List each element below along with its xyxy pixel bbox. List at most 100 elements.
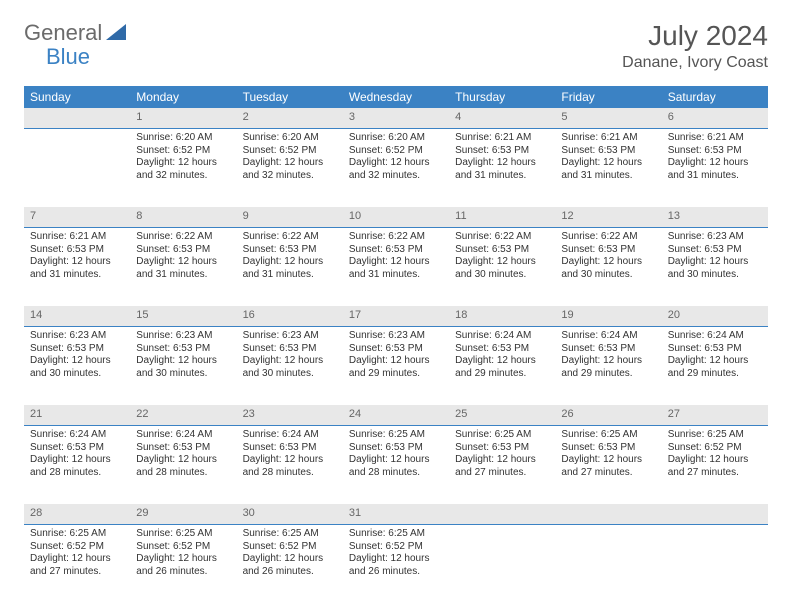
day-cell: Sunrise: 6:22 AMSunset: 6:53 PMDaylight:… [343, 228, 449, 306]
sunset-text: Sunset: 6:53 PM [243, 244, 337, 257]
sunrise-text: Sunrise: 6:24 AM [30, 429, 124, 442]
daylight-text: Daylight: 12 hours and 30 minutes. [136, 355, 230, 380]
day-cell [24, 129, 130, 207]
sunset-text: Sunset: 6:53 PM [561, 244, 655, 257]
day-cell: Sunrise: 6:23 AMSunset: 6:53 PMDaylight:… [343, 327, 449, 405]
daylight-text: Daylight: 12 hours and 31 minutes. [243, 256, 337, 281]
day-cell: Sunrise: 6:20 AMSunset: 6:52 PMDaylight:… [237, 129, 343, 207]
day-number [662, 504, 768, 524]
daylight-text: Daylight: 12 hours and 26 minutes. [349, 553, 443, 578]
sunrise-text: Sunrise: 6:21 AM [561, 132, 655, 145]
sunset-text: Sunset: 6:53 PM [136, 244, 230, 257]
logo-text-blue: Blue [46, 44, 90, 70]
daylight-text: Daylight: 12 hours and 26 minutes. [243, 553, 337, 578]
daylight-text: Daylight: 12 hours and 31 minutes. [561, 157, 655, 182]
day-cell: Sunrise: 6:23 AMSunset: 6:53 PMDaylight:… [130, 327, 236, 405]
daylight-text: Daylight: 12 hours and 30 minutes. [243, 355, 337, 380]
sunrise-text: Sunrise: 6:21 AM [30, 231, 124, 244]
day-info-row: Sunrise: 6:21 AMSunset: 6:53 PMDaylight:… [24, 228, 768, 306]
sunrise-text: Sunrise: 6:24 AM [243, 429, 337, 442]
day-cell: Sunrise: 6:24 AMSunset: 6:53 PMDaylight:… [237, 426, 343, 504]
day-cell: Sunrise: 6:22 AMSunset: 6:53 PMDaylight:… [449, 228, 555, 306]
sunset-text: Sunset: 6:53 PM [455, 343, 549, 356]
sunrise-text: Sunrise: 6:23 AM [349, 330, 443, 343]
daylight-text: Daylight: 12 hours and 26 minutes. [136, 553, 230, 578]
sunrise-text: Sunrise: 6:22 AM [243, 231, 337, 244]
day-cell: Sunrise: 6:21 AMSunset: 6:53 PMDaylight:… [555, 129, 661, 207]
sunset-text: Sunset: 6:53 PM [561, 442, 655, 455]
day-cell [449, 525, 555, 603]
sunrise-text: Sunrise: 6:23 AM [668, 231, 762, 244]
day-info-row: Sunrise: 6:25 AMSunset: 6:52 PMDaylight:… [24, 525, 768, 603]
day-number: 16 [237, 306, 343, 326]
day-number [24, 108, 130, 128]
sunrise-text: Sunrise: 6:25 AM [561, 429, 655, 442]
day-cell: Sunrise: 6:22 AMSunset: 6:53 PMDaylight:… [237, 228, 343, 306]
sunrise-text: Sunrise: 6:23 AM [243, 330, 337, 343]
title-block: July 2024 Danane, Ivory Coast [622, 20, 768, 72]
day-cell: Sunrise: 6:25 AMSunset: 6:53 PMDaylight:… [555, 426, 661, 504]
day-number: 25 [449, 405, 555, 425]
sunset-text: Sunset: 6:53 PM [668, 343, 762, 356]
day-cell: Sunrise: 6:25 AMSunset: 6:52 PMDaylight:… [662, 426, 768, 504]
daylight-text: Daylight: 12 hours and 31 minutes. [30, 256, 124, 281]
day-cell: Sunrise: 6:25 AMSunset: 6:52 PMDaylight:… [237, 525, 343, 603]
sunrise-text: Sunrise: 6:22 AM [349, 231, 443, 244]
sunset-text: Sunset: 6:53 PM [136, 442, 230, 455]
sunrise-text: Sunrise: 6:25 AM [455, 429, 549, 442]
day-info-row: Sunrise: 6:20 AMSunset: 6:52 PMDaylight:… [24, 129, 768, 207]
location: Danane, Ivory Coast [622, 54, 768, 72]
daylight-text: Daylight: 12 hours and 31 minutes. [349, 256, 443, 281]
day-number: 11 [449, 207, 555, 227]
sunset-text: Sunset: 6:52 PM [243, 145, 337, 158]
sunset-text: Sunset: 6:52 PM [243, 541, 337, 554]
sunset-text: Sunset: 6:53 PM [243, 343, 337, 356]
daylight-text: Daylight: 12 hours and 31 minutes. [136, 256, 230, 281]
sunrise-text: Sunrise: 6:22 AM [561, 231, 655, 244]
weekday-header: Monday [130, 86, 236, 108]
sunset-text: Sunset: 6:52 PM [136, 145, 230, 158]
header: General Blue July 2024 Danane, Ivory Coa… [0, 0, 792, 80]
day-info-row: Sunrise: 6:24 AMSunset: 6:53 PMDaylight:… [24, 426, 768, 504]
day-info-row: Sunrise: 6:23 AMSunset: 6:53 PMDaylight:… [24, 327, 768, 405]
daylight-text: Daylight: 12 hours and 29 minutes. [561, 355, 655, 380]
day-number: 10 [343, 207, 449, 227]
sunset-text: Sunset: 6:53 PM [30, 343, 124, 356]
sunrise-text: Sunrise: 6:21 AM [668, 132, 762, 145]
sunrise-text: Sunrise: 6:25 AM [136, 528, 230, 541]
sunset-text: Sunset: 6:53 PM [668, 145, 762, 158]
day-cell: Sunrise: 6:24 AMSunset: 6:53 PMDaylight:… [130, 426, 236, 504]
day-number: 26 [555, 405, 661, 425]
sunrise-text: Sunrise: 6:21 AM [455, 132, 549, 145]
day-cell: Sunrise: 6:20 AMSunset: 6:52 PMDaylight:… [130, 129, 236, 207]
day-number: 21 [24, 405, 130, 425]
day-cell: Sunrise: 6:24 AMSunset: 6:53 PMDaylight:… [449, 327, 555, 405]
daylight-text: Daylight: 12 hours and 32 minutes. [349, 157, 443, 182]
day-number: 17 [343, 306, 449, 326]
day-number: 12 [555, 207, 661, 227]
day-cell: Sunrise: 6:23 AMSunset: 6:53 PMDaylight:… [662, 228, 768, 306]
daylight-text: Daylight: 12 hours and 31 minutes. [668, 157, 762, 182]
weekday-header: Saturday [662, 86, 768, 108]
day-number: 3 [343, 108, 449, 128]
day-cell: Sunrise: 6:23 AMSunset: 6:53 PMDaylight:… [24, 327, 130, 405]
daylight-text: Daylight: 12 hours and 31 minutes. [455, 157, 549, 182]
day-cell: Sunrise: 6:23 AMSunset: 6:53 PMDaylight:… [237, 327, 343, 405]
day-number-row: 78910111213 [24, 207, 768, 228]
daylight-text: Daylight: 12 hours and 29 minutes. [668, 355, 762, 380]
day-cell: Sunrise: 6:24 AMSunset: 6:53 PMDaylight:… [555, 327, 661, 405]
daylight-text: Daylight: 12 hours and 32 minutes. [136, 157, 230, 182]
day-cell [555, 525, 661, 603]
sunrise-text: Sunrise: 6:24 AM [561, 330, 655, 343]
day-cell: Sunrise: 6:20 AMSunset: 6:52 PMDaylight:… [343, 129, 449, 207]
weekday-header: Sunday [24, 86, 130, 108]
sunset-text: Sunset: 6:53 PM [349, 343, 443, 356]
daylight-text: Daylight: 12 hours and 29 minutes. [349, 355, 443, 380]
day-cell: Sunrise: 6:21 AMSunset: 6:53 PMDaylight:… [449, 129, 555, 207]
day-number-row: 14151617181920 [24, 306, 768, 327]
daylight-text: Daylight: 12 hours and 29 minutes. [455, 355, 549, 380]
sunset-text: Sunset: 6:52 PM [349, 145, 443, 158]
day-number: 28 [24, 504, 130, 524]
sunset-text: Sunset: 6:53 PM [349, 244, 443, 257]
sunset-text: Sunset: 6:53 PM [561, 343, 655, 356]
